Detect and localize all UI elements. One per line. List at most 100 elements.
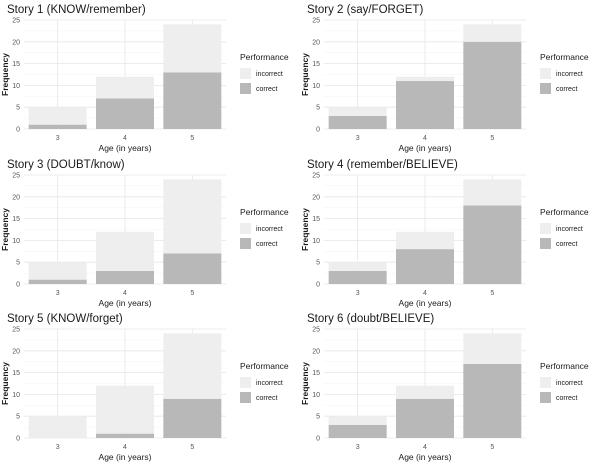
y-tick-label: 5 [16, 260, 20, 267]
y-tick-label: 25 [312, 18, 320, 25]
bar-correct [96, 98, 154, 129]
x-tick-label: 3 [356, 290, 360, 297]
x-axis-label: Age (in years) [99, 298, 152, 308]
chart-svg: Story 3 (DOUBT/know) 0 5 10 15 20 25 3 4 5 Age (in… [0, 159, 289, 308]
y-tick-label: 0 [16, 436, 20, 443]
y-tick-label: 5 [16, 105, 20, 112]
y-tick-label: 10 [12, 392, 20, 399]
chart-panel-5: Story 5 (KNOW/forget) 0 5 10 15 20 25 3 4 5 Age (i… [0, 309, 299, 463]
x-tick-label: 5 [190, 444, 194, 451]
y-axis-label: Frequency [300, 208, 310, 251]
x-tick-label: 4 [423, 135, 427, 142]
bar-incorrect [96, 76, 154, 99]
y-tick-label: 0 [16, 282, 20, 289]
y-tick-label: 0 [316, 436, 320, 443]
bar-correct [396, 81, 454, 129]
x-tick-label: 4 [123, 135, 127, 142]
chart-svg: Story 5 (KNOW/forget) 0 5 10 15 20 25 3 4 5 Age (i… [0, 313, 289, 462]
y-axis-label: Frequency [300, 362, 310, 405]
bar-correct [28, 279, 87, 284]
x-tick-label: 5 [490, 444, 494, 451]
y-tick-label: 25 [12, 327, 20, 334]
y-tick-label: 20 [312, 194, 320, 201]
legend-title: Performance [540, 361, 589, 371]
chart-svg: Story 6 (doubt/BELIEVE) 0 5 10 15 20 25 3 4 5 Age … [300, 313, 589, 462]
y-tick-label: 25 [12, 173, 20, 180]
x-tick-label: 3 [56, 135, 60, 142]
x-tick-label: 4 [123, 444, 127, 451]
bar-incorrect [96, 231, 154, 271]
y-tick-label: 25 [312, 327, 320, 334]
legend-label-correct: correct [556, 86, 577, 93]
legend-swatch-correct [540, 83, 551, 94]
x-tick-label: 3 [356, 135, 360, 142]
x-tick-label: 5 [190, 135, 194, 142]
bar-incorrect [463, 333, 522, 364]
y-tick-label: 10 [312, 392, 320, 399]
chart-svg: Story 4 (remember/BELIEVE) 0 5 10 15 20 25 3 4 5 A… [300, 159, 589, 308]
bar-incorrect [396, 76, 454, 82]
chart-panel-1: Story 1 (KNOW/remember) 0 5 10 15 20 25 3 4 5 Age … [0, 0, 299, 154]
chart-svg: Story 2 (say/FORGET) 0 5 10 15 20 25 3 4 5 Age (in… [300, 4, 589, 153]
legend-swatch-incorrect [240, 377, 251, 388]
bar-correct [463, 205, 522, 284]
y-tick-label: 10 [312, 83, 320, 90]
bar-incorrect [396, 385, 454, 399]
bar-correct [396, 249, 454, 284]
chart-title: Story 6 (doubt/BELIEVE) [307, 313, 434, 325]
bar-incorrect [28, 262, 87, 280]
legend-label-correct: correct [256, 241, 277, 248]
legend-swatch-correct [540, 238, 551, 249]
y-axis-label: Frequency [0, 362, 10, 405]
x-axis-label: Age (in years) [399, 298, 452, 308]
chart-panel-4: Story 4 (remember/BELIEVE) 0 5 10 15 20 25 3 4 5 A… [300, 155, 599, 309]
y-tick-label: 0 [316, 127, 320, 134]
legend-label-incorrect: incorrect [556, 226, 583, 233]
x-tick-label: 3 [56, 290, 60, 297]
legend-swatch-incorrect [540, 68, 551, 79]
bar-correct [163, 72, 222, 129]
x-axis-label: Age (in years) [399, 143, 452, 153]
bar-incorrect [328, 416, 387, 425]
bar-incorrect [28, 416, 87, 438]
x-axis-label: Age (in years) [99, 143, 152, 153]
bar-correct [463, 363, 522, 438]
legend-swatch-correct [240, 83, 251, 94]
y-tick-label: 20 [312, 348, 320, 355]
legend-swatch-correct [540, 392, 551, 403]
legend-label-incorrect: incorrect [256, 226, 283, 233]
y-tick-label: 15 [12, 370, 20, 377]
y-tick-label: 20 [312, 39, 320, 46]
legend-label-correct: correct [556, 395, 577, 402]
x-tick-label: 4 [123, 290, 127, 297]
bar-incorrect [328, 262, 387, 271]
y-axis-label: Frequency [0, 53, 10, 96]
y-tick-label: 5 [316, 414, 320, 421]
chart-title: Story 3 (DOUBT/know) [7, 159, 125, 171]
bar-correct [328, 115, 387, 129]
y-tick-label: 20 [12, 39, 20, 46]
bar-incorrect [463, 179, 522, 206]
legend-label-correct: correct [556, 241, 577, 248]
x-tick-label: 4 [423, 290, 427, 297]
legend-label-incorrect: incorrect [556, 71, 583, 78]
x-tick-label: 4 [423, 444, 427, 451]
y-tick-label: 25 [312, 173, 320, 180]
legend-title: Performance [240, 52, 289, 62]
bar-incorrect [328, 107, 387, 116]
legend-swatch-incorrect [540, 377, 551, 388]
bar-correct [396, 398, 454, 438]
y-tick-label: 0 [16, 127, 20, 134]
bar-incorrect [463, 24, 522, 42]
x-tick-label: 5 [190, 290, 194, 297]
y-axis-label: Frequency [0, 208, 10, 251]
chart-title: Story 1 (KNOW/remember) [7, 4, 146, 16]
x-tick-label: 3 [356, 444, 360, 451]
legend-label-incorrect: incorrect [256, 71, 283, 78]
legend-swatch-incorrect [240, 223, 251, 234]
bar-incorrect [163, 24, 222, 73]
bar-correct [328, 424, 387, 438]
x-axis-label: Age (in years) [399, 452, 452, 462]
y-tick-label: 0 [316, 282, 320, 289]
bar-correct [96, 270, 154, 284]
